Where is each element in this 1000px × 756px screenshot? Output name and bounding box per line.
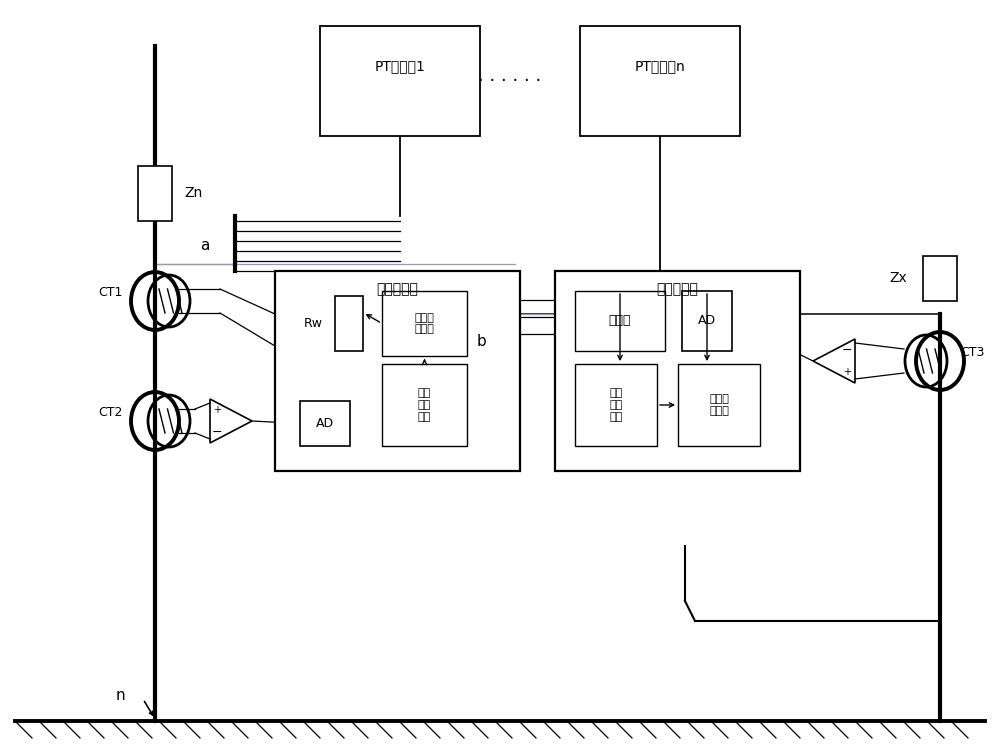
Text: AD: AD — [316, 417, 334, 430]
Bar — [555, 271, 800, 471]
Text: a: a — [200, 238, 210, 253]
Text: b: b — [477, 333, 487, 349]
Bar — [575, 364, 657, 446]
Bar — [682, 291, 732, 351]
Text: 探测器
控制器: 探测器 控制器 — [709, 394, 729, 416]
Text: n: n — [115, 689, 125, 704]
Text: 馈线探测器: 馈线探测器 — [657, 282, 698, 296]
Text: 同步
发射
模块: 同步 发射 模块 — [418, 389, 431, 422]
Text: CT3: CT3 — [960, 346, 984, 360]
Bar — [923, 256, 957, 301]
Text: CT1: CT1 — [98, 287, 122, 299]
Text: −: − — [212, 426, 222, 438]
Text: Rw: Rw — [304, 317, 322, 330]
Bar — [575, 291, 665, 351]
Bar — [300, 401, 350, 446]
Text: Zx: Zx — [889, 271, 907, 286]
Text: +: + — [843, 367, 851, 377]
Text: 显示器: 显示器 — [609, 314, 631, 327]
Text: +: + — [213, 405, 221, 415]
Text: · · · · · ·: · · · · · · — [478, 72, 542, 90]
Text: CT2: CT2 — [98, 407, 122, 420]
Text: 同步
接收
模块: 同步 接收 模块 — [609, 389, 623, 422]
Text: PT传感器n: PT传感器n — [635, 59, 685, 73]
Text: 系统检测器: 系统检测器 — [377, 282, 418, 296]
Text: AD: AD — [698, 314, 716, 327]
Bar — [320, 26, 480, 136]
Bar — [335, 296, 363, 351]
Bar — [382, 364, 467, 446]
Text: −: − — [842, 343, 852, 357]
Bar — [580, 26, 740, 136]
Bar — [382, 291, 467, 356]
Bar — [678, 364, 760, 446]
Text: Zn: Zn — [184, 187, 202, 200]
Text: 检测器
控制器: 检测器 控制器 — [415, 313, 434, 334]
Bar — [275, 271, 520, 471]
Bar — [138, 166, 172, 221]
Text: PT传感器1: PT传感器1 — [375, 59, 425, 73]
